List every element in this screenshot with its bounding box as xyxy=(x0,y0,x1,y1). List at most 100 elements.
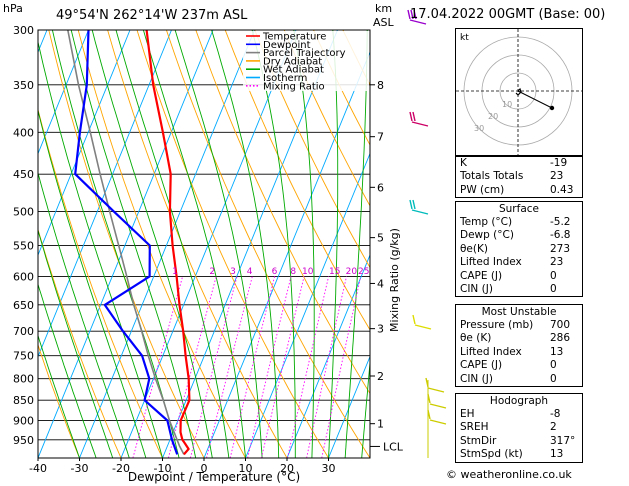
hodograph-storm-point xyxy=(549,105,555,111)
index-value: 0 xyxy=(550,282,557,295)
km-axis-label: km xyxy=(375,2,393,15)
surface-row: θe(K) 273 xyxy=(456,243,582,256)
wet-adiabat-line xyxy=(293,30,315,458)
surface-row: Dewp (°C) -6.8 xyxy=(456,229,582,242)
hodograph-svg: kt 10 20 30 xyxy=(456,29,582,155)
mixing-ratio-label: 15 xyxy=(329,267,340,277)
wind-barb-staff xyxy=(411,121,429,127)
location-title: 49°54'N 262°14'W 237m ASL xyxy=(56,8,248,23)
hodograph-title: Hodograph xyxy=(489,395,549,407)
dry-adiabat-line xyxy=(224,30,370,331)
dry-adiabat-line xyxy=(254,30,370,269)
index-label: Pressure (mb) xyxy=(460,319,534,331)
index-value: 0.43 xyxy=(550,183,574,196)
mixing-ratio-line xyxy=(206,276,253,458)
wet-adiabat-line xyxy=(38,171,130,458)
index-value: -19 xyxy=(550,157,568,169)
legend-label: Mixing Ratio xyxy=(263,81,325,92)
pressure-tick-label: 450 xyxy=(13,168,34,181)
wind-barb-flag xyxy=(407,9,411,20)
wind-barb-flag xyxy=(410,9,414,20)
mu-row: θe (K) 286 xyxy=(456,332,582,345)
legend-label: Parcel Trajectory xyxy=(263,48,346,59)
pressure-tick-label: 800 xyxy=(13,373,34,386)
dewpoint-line xyxy=(74,30,179,455)
asl-axis-label: ASL xyxy=(373,16,394,29)
hodo-row: StmSpd (kt) 13 xyxy=(456,448,582,461)
index-label: CIN (J) xyxy=(460,282,493,295)
parcel-trajectory-line xyxy=(67,30,185,455)
legend-label: Dry Adiabat xyxy=(263,56,322,67)
dry-adiabat-line xyxy=(38,343,80,458)
mixing-ratio-label: 4 xyxy=(247,267,253,277)
wet-adiabat-line xyxy=(115,30,230,458)
km-tick-label: 3 xyxy=(377,323,384,336)
wind-barb-icon xyxy=(427,409,447,425)
wet-adiabat-line xyxy=(361,357,370,458)
wind-barb-staff xyxy=(427,387,445,393)
index-label: StmSpd (kt) xyxy=(460,448,523,461)
legend-label: Dewpoint xyxy=(263,40,311,51)
mixing-ratio-axis-label: Mixing Ratio (g/kg) xyxy=(388,228,401,332)
hodo-row: SREH 2 xyxy=(456,421,582,434)
wet-adiabat-line xyxy=(142,30,246,458)
index-value: -6.8 xyxy=(550,229,571,242)
wet-adiabat-line xyxy=(91,30,213,458)
km-tick-label: 4 xyxy=(377,277,384,290)
mixing-ratio-line xyxy=(321,276,362,458)
mixing-ratio-label: 10 xyxy=(302,267,314,277)
km-tick-label: 8 xyxy=(377,79,384,92)
pressure-tick-label: 350 xyxy=(13,79,34,92)
index-label: Dewp (°C) xyxy=(460,229,514,242)
index-value: 0 xyxy=(550,269,557,282)
wind-barb-icon xyxy=(409,199,429,215)
km-tick-label: 2 xyxy=(377,370,384,383)
wet-adiabat-line xyxy=(38,109,147,458)
mixing-ratio-line xyxy=(189,276,238,458)
isotherm-line xyxy=(38,30,89,155)
most-unstable-table: Most Unstable Pressure (mb) 700 θe (K) 286… xyxy=(455,304,583,387)
wind-barb-staff xyxy=(409,19,427,25)
dry-adiabat-line xyxy=(195,30,370,395)
mixing-ratio-line xyxy=(132,276,184,458)
wind-barb-staff xyxy=(411,209,429,215)
mixing-ratio-label: 25 xyxy=(358,267,369,277)
pressure-tick-label: 700 xyxy=(13,325,34,338)
legend-label: Temperature xyxy=(262,32,326,43)
dry-adiabat-line xyxy=(165,30,370,458)
dry-adiabat-line xyxy=(38,227,122,458)
index-label: PW (cm) xyxy=(460,183,505,196)
indices-top-table: K -19 Totals Totals 23 PW (cm) 0.43 xyxy=(455,156,583,199)
index-value: 317° xyxy=(550,434,576,447)
wet-adiabat-line xyxy=(251,30,296,458)
surface-table: Surface Temp (°C) -5.2 Dewp (°C) -6.8 θe(K… xyxy=(455,201,583,298)
index-label: θe(K) xyxy=(460,242,488,255)
dry-adiabat-line xyxy=(38,107,163,458)
datetime-title: 17.04.2022 00GMT (Base: 00) xyxy=(410,7,606,22)
plot-area xyxy=(38,30,370,458)
wet-adiabat-line xyxy=(174,30,263,458)
wet-adiabat-line xyxy=(211,30,280,458)
isotherm-line xyxy=(328,355,370,458)
legend-background xyxy=(243,31,369,91)
wet-adiabat-line xyxy=(70,30,197,458)
wet-adiabat-line xyxy=(344,30,368,458)
km-tick-label: 1 xyxy=(377,418,384,431)
wind-barb-icon xyxy=(407,9,427,25)
isotherm-line xyxy=(38,30,214,458)
temperature-line xyxy=(145,30,191,456)
wet-adiabat-line xyxy=(38,40,163,458)
km-tick-label: 5 xyxy=(377,232,384,245)
index-value: 0 xyxy=(550,372,557,385)
x-tick-label: 10 xyxy=(239,462,253,475)
index-label: Lifted Index xyxy=(460,256,522,269)
x-tick-label: -40 xyxy=(29,462,47,475)
mixing-ratio-label: 6 xyxy=(272,267,278,277)
x-tick-label: -30 xyxy=(71,462,89,475)
mixing-ratio-line xyxy=(247,276,292,458)
index-label: EH xyxy=(460,408,475,420)
wind-barb-icon xyxy=(425,377,445,393)
wet-adiabat-line xyxy=(51,30,180,458)
hpa-axis-label: hPa xyxy=(3,2,23,15)
